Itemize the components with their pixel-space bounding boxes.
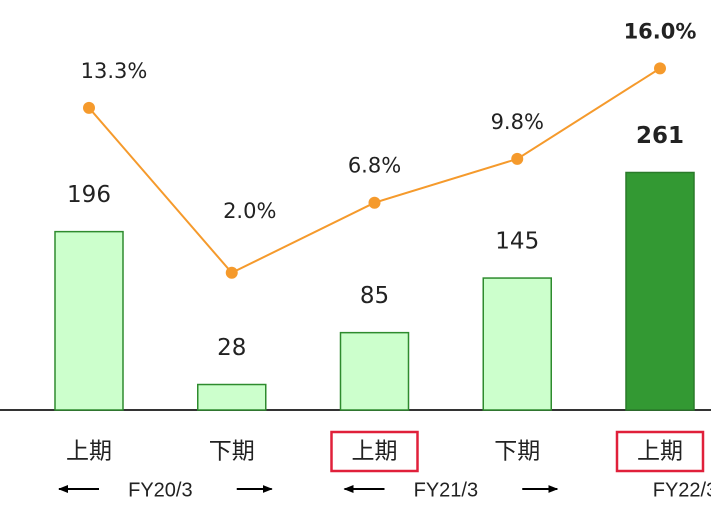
bar [54,230,124,411]
x-tick-label: 下期 [494,439,540,465]
line-point [368,196,381,209]
x-tick-label: 上期 [352,439,398,465]
highlight-box [330,430,419,473]
bar-value-label: 261 [636,123,684,149]
line-point [511,152,524,165]
line-value-label: 9.8% [491,110,544,134]
bar-value-label: 196 [67,182,111,208]
line-value-label: 6.8% [348,154,401,178]
line-value-label: 13.3% [81,59,148,83]
bar-value-label: 28 [217,335,246,361]
line-point [654,62,666,75]
bar [625,171,695,411]
bar-value-label: 85 [360,283,389,309]
line-value-label: 2.0% [223,199,276,223]
group-label: FY20/3 [128,479,192,501]
x-tick-label: 上期 [66,439,112,465]
line-value-label: 16.0% [624,19,697,43]
bar-value-label: 145 [495,229,539,255]
bar [197,383,267,411]
bar [482,277,552,411]
bar [339,331,410,411]
line-point [225,266,238,279]
group-label: FY21/3 [414,479,478,501]
line-point [83,101,95,114]
group-label: FY22/3 [653,479,711,501]
x-tick-label: 下期 [209,439,255,465]
x-tick-label: 上期 [637,439,683,465]
highlight-box [615,430,705,473]
